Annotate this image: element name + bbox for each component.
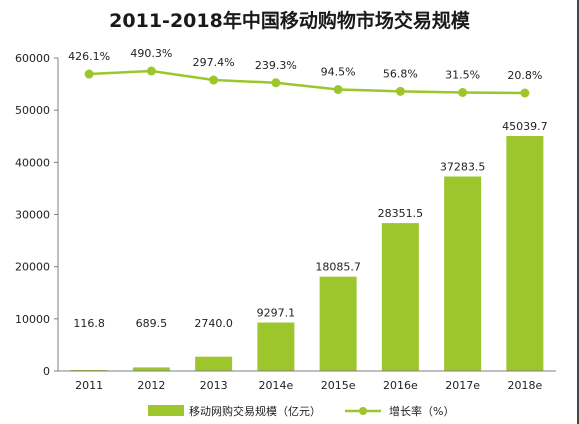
growth-value-label: 426.1% — [68, 50, 110, 63]
bar-2016e — [381, 223, 419, 371]
x-tick-label: 2012 — [137, 379, 165, 392]
x-tick-label: 2018e — [507, 379, 542, 392]
x-tick-label: 2013 — [200, 379, 228, 392]
growth-point-2017e — [458, 87, 468, 97]
x-tick-label: 2014e — [258, 379, 293, 392]
bar-value-label: 689.5 — [136, 317, 168, 330]
y-tick-label: 30000 — [15, 209, 50, 222]
growth-point-2014e — [271, 78, 281, 88]
legend-bar-label: 移动网购交易规模（亿元） — [189, 404, 321, 418]
growth-point-2011 — [84, 69, 94, 79]
growth-line — [89, 69, 525, 95]
bar-value-label: 9297.1 — [257, 307, 296, 320]
growth-point-2018e — [520, 88, 530, 98]
x-tick-label: 2016e — [383, 379, 418, 392]
growth-point-2015e — [333, 85, 343, 95]
y-tick-label: 60000 — [15, 52, 50, 65]
growth-line-series: 426.1% 490.3% 297.4% 239.3% 94.5% 56.8% 31.5% 2… — [68, 47, 542, 98]
growth-value-label: 56.8% — [383, 67, 418, 80]
growth-point-2016e — [395, 86, 405, 96]
bar-2013 — [195, 356, 233, 371]
growth-value-label: 31.5% — [445, 68, 480, 81]
bar-value-label: 116.8 — [73, 317, 105, 330]
legend: 移动网购交易规模（亿元） 增长率（%） — [148, 404, 454, 418]
growth-value-label: 94.5% — [321, 66, 356, 79]
bar-2015e — [319, 276, 357, 371]
growth-point-2013 — [209, 75, 219, 85]
bar-value-label: 18085.7 — [315, 261, 361, 274]
legend-bar-swatch — [148, 405, 184, 416]
growth-value-label: 20.8% — [507, 69, 542, 82]
growth-value-label: 490.3% — [130, 47, 172, 60]
y-tick-label: 50000 — [15, 104, 50, 117]
bar-2018e — [506, 136, 544, 371]
y-tick-label: 10000 — [15, 313, 50, 326]
bar-2012 — [132, 367, 170, 371]
bar-value-label: 45039.7 — [502, 120, 548, 133]
bar-value-label: 37283.5 — [440, 161, 486, 174]
x-tick-label: 2015e — [321, 379, 356, 392]
legend-line-marker — [359, 407, 367, 415]
growth-point-2012 — [146, 66, 156, 76]
legend-line-label: 增长率（%） — [389, 404, 454, 418]
growth-value-label: 239.3% — [255, 59, 297, 72]
y-tick-label: 40000 — [15, 156, 50, 169]
x-tick-label: 2011 — [75, 379, 103, 392]
x-tick-label: 2017e — [445, 379, 480, 392]
chart-title: 2011-2018年中国移动购物市场交易规模 — [109, 10, 470, 32]
bar-value-label: 28351.5 — [378, 207, 424, 220]
bar-value-label: 2740.0 — [194, 317, 233, 330]
y-tick-label: 20000 — [15, 261, 50, 274]
bars: 116.8 689.5 2740.0 9297.1 18085.7 28351.5 3728… — [70, 120, 548, 371]
growth-value-label: 297.4% — [193, 56, 235, 69]
frame-border — [577, 0, 579, 424]
bar-2017e — [444, 176, 482, 371]
bar-2014e — [257, 322, 295, 371]
y-axis: 0 10000 20000 30000 40000 50000 60000 — [15, 52, 59, 378]
x-axis: 2011 2012 2013 2014e 2015e 2016e 2017e 2018e — [58, 370, 556, 392]
y-tick-label: 0 — [43, 365, 50, 378]
